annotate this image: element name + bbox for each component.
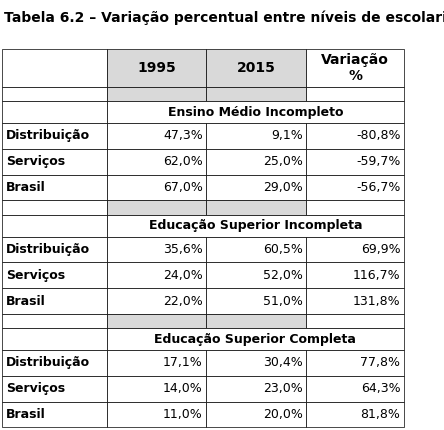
Text: Serviços: Serviços: [6, 155, 65, 168]
Text: 11,0%: 11,0%: [163, 408, 203, 421]
Text: Variação
%: Variação %: [321, 53, 389, 83]
Text: Distribuição: Distribuição: [6, 356, 90, 369]
Text: Distribuição: Distribuição: [6, 129, 90, 142]
Text: 17,1%: 17,1%: [163, 356, 203, 369]
Text: -59,7%: -59,7%: [356, 155, 400, 168]
Text: 29,0%: 29,0%: [263, 181, 303, 194]
Text: Serviços: Serviços: [6, 269, 65, 282]
Text: Educação Superior Incompleta: Educação Superior Incompleta: [149, 219, 362, 232]
Text: -80,8%: -80,8%: [356, 129, 400, 142]
Text: 64,3%: 64,3%: [361, 382, 400, 395]
Text: Serviços: Serviços: [6, 382, 65, 395]
Text: 35,6%: 35,6%: [163, 243, 203, 256]
Text: Educação Superior Completa: Educação Superior Completa: [155, 332, 356, 346]
Text: -56,7%: -56,7%: [356, 181, 400, 194]
Text: 2015: 2015: [237, 61, 276, 75]
Text: 131,8%: 131,8%: [353, 295, 400, 307]
Text: 60,5%: 60,5%: [263, 243, 303, 256]
Text: Brasil: Brasil: [6, 408, 46, 421]
Text: 14,0%: 14,0%: [163, 382, 203, 395]
Text: 9,1%: 9,1%: [271, 129, 303, 142]
Text: Brasil: Brasil: [6, 295, 46, 307]
Text: Brasil: Brasil: [6, 181, 46, 194]
Text: 116,7%: 116,7%: [353, 269, 400, 282]
Text: 22,0%: 22,0%: [163, 295, 203, 307]
Text: 69,9%: 69,9%: [361, 243, 400, 256]
Text: 25,0%: 25,0%: [263, 155, 303, 168]
Text: 20,0%: 20,0%: [263, 408, 303, 421]
Text: Tabela 6.2 – Variação percentual entre níveis de escolaridade: Tabela 6.2 – Variação percentual entre n…: [4, 11, 444, 25]
Text: 67,0%: 67,0%: [163, 181, 203, 194]
Text: 77,8%: 77,8%: [361, 356, 400, 369]
Text: 51,0%: 51,0%: [263, 295, 303, 307]
Text: 81,8%: 81,8%: [361, 408, 400, 421]
Text: Ensino Médio Incompleto: Ensino Médio Incompleto: [167, 105, 343, 119]
Text: 30,4%: 30,4%: [263, 356, 303, 369]
Text: 23,0%: 23,0%: [263, 382, 303, 395]
Text: 24,0%: 24,0%: [163, 269, 203, 282]
Text: 52,0%: 52,0%: [263, 269, 303, 282]
Text: 62,0%: 62,0%: [163, 155, 203, 168]
Text: Distribuição: Distribuição: [6, 243, 90, 256]
Text: 1995: 1995: [137, 61, 176, 75]
Text: 47,3%: 47,3%: [163, 129, 203, 142]
